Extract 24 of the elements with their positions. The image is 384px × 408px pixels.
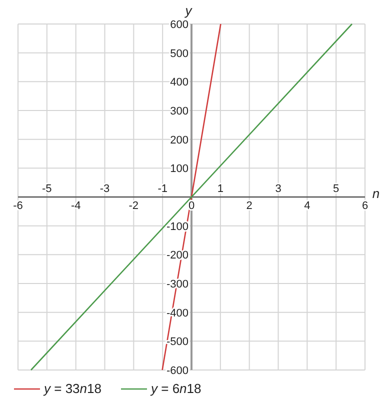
y-tick-label: -600 (166, 365, 188, 377)
y-tick-label: 200 (170, 134, 188, 146)
x-tick-label: -2 (128, 200, 139, 212)
x2-tick-label: 1 (217, 183, 224, 195)
y-tick-label: 500 (170, 48, 188, 60)
x2-tick-label: -5 (42, 183, 52, 195)
y-tick-label: 600 (170, 19, 188, 31)
y-tick-label: -500 (166, 336, 188, 348)
x-tick-label: 2 (246, 200, 252, 212)
x2-tick-label: -1 (158, 183, 168, 195)
x-tick-label: 6 (362, 200, 368, 212)
x-tick-label: 4 (304, 200, 310, 212)
x2-tick-label: -3 (100, 183, 110, 195)
x-tick-label: -6 (13, 200, 23, 212)
y-axis-title: y (184, 3, 194, 18)
y-tick-label: 300 (170, 106, 188, 118)
legend-label: y = 33n18 (43, 381, 102, 396)
x-axis-title: n (372, 186, 380, 201)
y-tick-label: 400 (170, 76, 188, 89)
y-tick-label: 100 (170, 163, 188, 176)
x-tick-label: -4 (70, 200, 81, 212)
x2-tick-label: 5 (333, 183, 340, 195)
legend-label: y = 6n18 (150, 381, 202, 396)
x2-tick-label: 3 (275, 183, 282, 195)
